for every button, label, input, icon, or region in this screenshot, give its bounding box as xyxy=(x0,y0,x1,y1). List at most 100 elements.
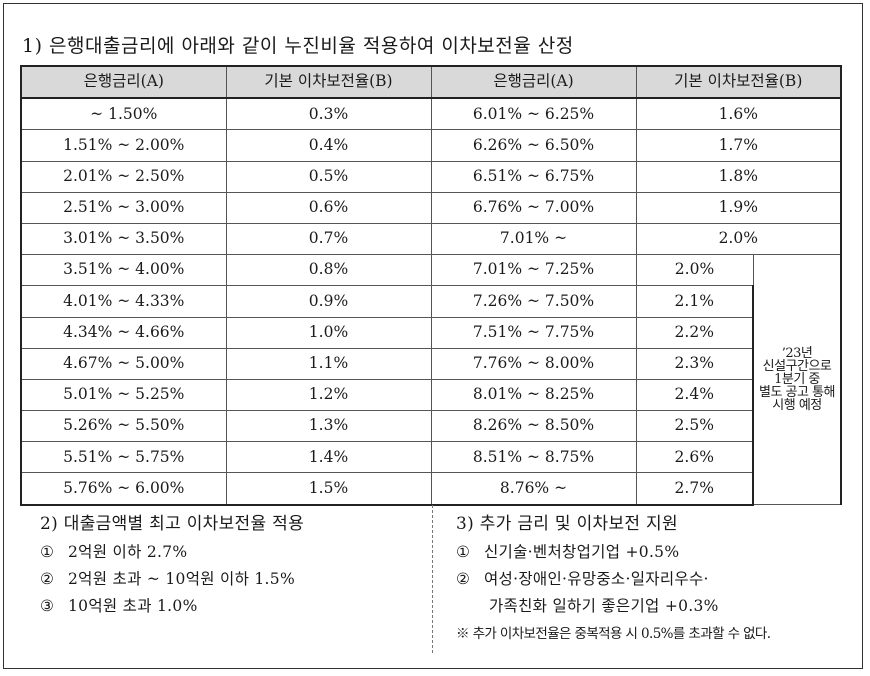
section1-title: 1) 은행대출금리에 아래와 같이 누진비율 적용하여 이차보전율 산정 xyxy=(22,35,574,57)
table-row: 5.51% ~ 5.75% 1.4% 8.51% ~ 8.75% 2.6% xyxy=(20,441,841,474)
list-item: ① 신기술·벤처창업기업 +0.5% xyxy=(456,539,770,566)
item-number: ② xyxy=(456,570,471,588)
list-item-continuation: 가족친화 일하기 좋은기업 +0.3% xyxy=(489,597,719,615)
rate-range: 5.51% ~ 5.75% xyxy=(20,441,227,474)
rate-range: 8.76% ~ xyxy=(430,472,637,506)
item-text: 여성·장애인·유망중소·일자리우수· xyxy=(484,570,709,588)
rate-range: 7.26% ~ 7.50% xyxy=(430,285,637,318)
rate-range: 3.51% ~ 4.00% xyxy=(20,254,227,287)
table-row: 5.01% ~ 5.25% 1.2% 8.01% ~ 8.25% 2.4% xyxy=(20,378,841,412)
interest-rate-table: 은행금리(A) 기본 이차보전율(B) 은행금리(A) 기본 이차보전율(B) … xyxy=(20,64,843,506)
rate-range: 6.51% ~ 6.75% xyxy=(430,160,637,193)
rate-range: 3.01% ~ 3.50% xyxy=(20,222,227,256)
note-line: 시행 예정 xyxy=(772,398,822,414)
rate-range: 5.76% ~ 6.00% xyxy=(20,472,227,506)
table-row: ~ 1.50% 0.3% 6.01% ~ 6.25% 1.6% xyxy=(20,97,843,131)
section3-heading: 3) 추가 금리 및 이차보전 지원 xyxy=(456,514,678,534)
subsidy-ratio: 0.4% xyxy=(225,129,432,162)
table-header-row: 은행금리(A) 기본 이차보전율(B) 은행금리(A) 기본 이차보전율(B) xyxy=(20,64,843,99)
list-item: ② 여성·장애인·유망중소·일자리우수· xyxy=(456,566,770,593)
footnote: ※ 추가 이차보전율은 중복적용 시 0.5%를 초과할 수 없다. xyxy=(456,626,771,642)
subsidy-ratio: 0.7% xyxy=(225,222,432,256)
rate-range: 2.01% ~ 2.50% xyxy=(20,160,227,193)
table-row: 4.67% ~ 5.00% 1.1% 7.76% ~ 8.00% 2.3% xyxy=(20,347,841,380)
table-row: 4.34% ~ 4.66% 1.0% 7.51% ~ 7.75% 2.2% xyxy=(20,316,841,349)
subsidy-ratio: 1.2% xyxy=(225,378,432,412)
header-base-ratio-b: 기본 이차보전율(B) xyxy=(225,64,432,99)
subsidy-ratio: 2.7% xyxy=(635,472,754,506)
list-item: ① 2억원 이하 2.7% xyxy=(40,539,304,566)
table-row: 3.51% ~ 4.00% 0.8% 7.01% ~ 7.25% 2.0% ’2… xyxy=(20,254,843,506)
document-frame xyxy=(3,3,863,669)
rate-range: 1.51% ~ 2.00% xyxy=(20,129,227,162)
rate-range: 5.26% ~ 5.50% xyxy=(20,410,227,443)
table-row: 2.51% ~ 3.00% 0.6% 6.76% ~ 7.00% 1.9% xyxy=(20,191,843,224)
subsidy-ratio: 2.0% xyxy=(635,222,843,256)
table-row: 5.76% ~ 6.00% 1.5% 8.76% ~ 2.7% xyxy=(20,472,841,506)
rate-range: 2.51% ~ 3.00% xyxy=(20,191,227,224)
subsidy-ratio: 1.5% xyxy=(225,472,432,506)
subsidy-ratio: 2.3% xyxy=(635,347,754,380)
table-row: 2.01% ~ 2.50% 0.5% 6.51% ~ 6.75% 1.8% xyxy=(20,160,843,193)
list-item: ③ 10억원 초과 1.0% xyxy=(40,593,304,620)
item-number: ② xyxy=(40,570,55,588)
rate-range: 5.01% ~ 5.25% xyxy=(20,378,227,412)
list-item: ② 2억원 초과 ~ 10억원 이하 1.5% xyxy=(40,566,304,593)
table-row: 1.51% ~ 2.00% 0.4% 6.26% ~ 6.50% 1.7% xyxy=(20,129,843,162)
table-row: 4.01% ~ 4.33% 0.9% 7.26% ~ 7.50% 2.1% xyxy=(20,285,841,318)
note-line: 별도 공고 통해 xyxy=(758,385,836,401)
header-bank-rate-a-2: 은행금리(A) xyxy=(430,64,637,99)
subsidy-ratio: 1.6% xyxy=(635,97,843,131)
rate-range: 6.26% ~ 6.50% xyxy=(430,129,637,162)
subsidy-ratio: 0.9% xyxy=(225,285,432,318)
new-bracket-note: ’23년 신설구간으로 1분기 중 별도 공고 통해 시행 예정 xyxy=(752,254,843,506)
rate-range: 8.51% ~ 8.75% xyxy=(430,441,637,474)
subsidy-ratio: 1.7% xyxy=(635,129,843,162)
section-divider xyxy=(432,505,433,653)
rate-range: 7.01% ~ xyxy=(430,222,637,256)
subsidy-ratio: 2.2% xyxy=(635,316,754,349)
note-line: ’23년 xyxy=(781,346,813,362)
rate-range: 8.26% ~ 8.50% xyxy=(430,410,637,443)
subsidy-ratio: 1.9% xyxy=(635,191,843,224)
subsidy-ratio: 0.8% xyxy=(225,254,432,287)
header-bank-rate-a: 은행금리(A) xyxy=(20,64,227,99)
header-base-ratio-b-2: 기본 이차보전율(B) xyxy=(635,64,843,99)
subsidy-ratio: 1.1% xyxy=(225,347,432,380)
subsidy-ratio: 0.5% xyxy=(225,160,432,193)
item-number: ③ xyxy=(40,597,55,615)
section2-heading: 2) 대출금액별 최고 이차보전율 적용 xyxy=(40,514,305,534)
subsidy-ratio: 2.0% xyxy=(635,254,754,287)
subsidy-ratio: 2.6% xyxy=(635,441,754,474)
subsidy-ratio: 0.6% xyxy=(225,191,432,224)
subsidy-ratio: 0.3% xyxy=(225,97,432,131)
rate-range: 4.67% ~ 5.00% xyxy=(20,347,227,380)
rate-range: 7.51% ~ 7.75% xyxy=(430,316,637,349)
section2-max-ratio: 2) 대출금액별 최고 이차보전율 적용 ① 2억원 이하 2.7% ② 2억원 초… xyxy=(40,509,304,620)
item-number: ① xyxy=(40,543,55,561)
subsidy-ratio: 1.3% xyxy=(225,410,432,443)
rate-range: 8.01% ~ 8.25% xyxy=(430,378,637,412)
item-text: 10억원 초과 1.0% xyxy=(68,597,198,615)
subsidy-ratio: 1.4% xyxy=(225,441,432,474)
item-number: ① xyxy=(456,543,471,561)
subsidy-ratio: 2.5% xyxy=(635,410,754,443)
item-text: 2억원 초과 ~ 10억원 이하 1.5% xyxy=(68,570,295,588)
subsidy-ratio: 1.8% xyxy=(635,160,843,193)
item-text: 신기술·벤처창업기업 +0.5% xyxy=(484,543,680,561)
subsidy-ratio: 2.4% xyxy=(635,378,754,412)
note-line: 신설구간으로 xyxy=(762,359,832,375)
section3-additional-support: 3) 추가 금리 및 이차보전 지원 ① 신기술·벤처창업기업 +0.5% ② 여성… xyxy=(456,509,771,642)
rate-range: 6.76% ~ 7.00% xyxy=(430,191,637,224)
subsidy-ratio: 1.0% xyxy=(225,316,432,349)
rate-range: 6.01% ~ 6.25% xyxy=(430,97,637,131)
rate-range: 4.34% ~ 4.66% xyxy=(20,316,227,349)
rate-range: 7.01% ~ 7.25% xyxy=(430,254,637,287)
rate-range: 4.01% ~ 4.33% xyxy=(20,285,227,318)
rate-range: ~ 1.50% xyxy=(20,97,227,131)
table-row: 5.26% ~ 5.50% 1.3% 8.26% ~ 8.50% 2.5% xyxy=(20,410,841,443)
table-row: 3.01% ~ 3.50% 0.7% 7.01% ~ 2.0% xyxy=(20,222,843,256)
note-line: 1분기 중 xyxy=(774,372,820,388)
subsidy-ratio: 2.1% xyxy=(635,285,754,318)
rate-range: 7.76% ~ 8.00% xyxy=(430,347,637,380)
